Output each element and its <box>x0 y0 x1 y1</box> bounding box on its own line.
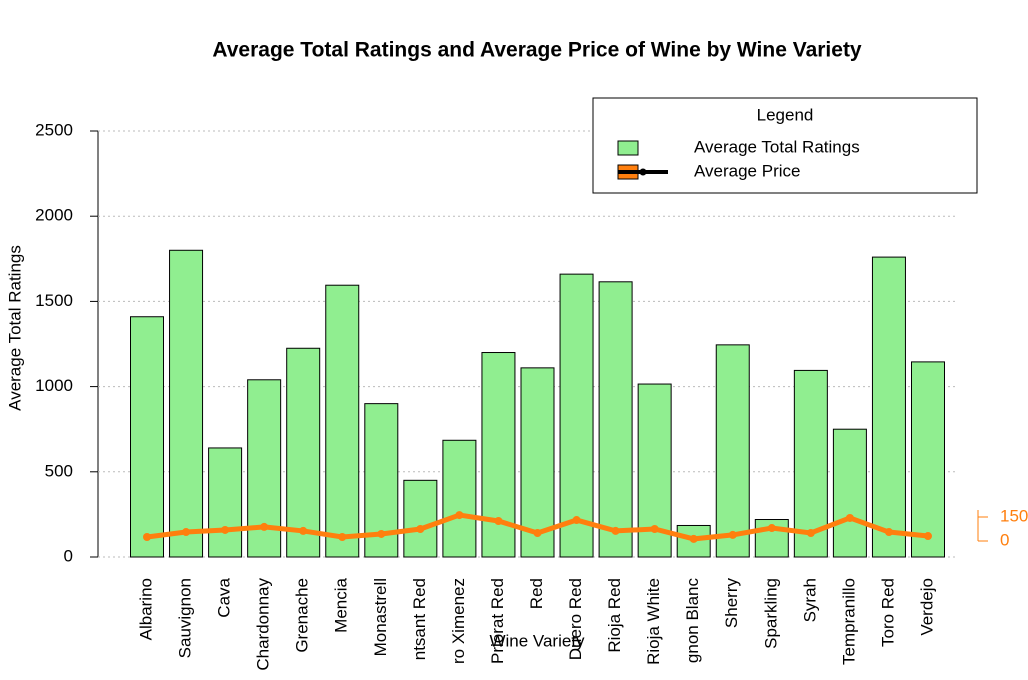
y-tick-label: 2500 <box>35 120 73 139</box>
x-tick-label: Toro Red <box>878 578 897 647</box>
bar <box>169 249 204 558</box>
bar <box>325 284 360 558</box>
x-tick-label: Duero Red <box>566 578 585 660</box>
legend-swatch <box>617 140 639 156</box>
x-tick-label: ro Ximenez <box>449 578 468 664</box>
bar <box>130 316 164 558</box>
bar <box>559 273 594 558</box>
bar <box>286 347 321 558</box>
price-point <box>416 525 425 533</box>
price-point <box>650 525 659 533</box>
bar <box>793 369 828 558</box>
x-tick-label: ntsant Red <box>410 578 429 660</box>
x-tick-label: Priorat Red <box>488 578 507 664</box>
legend-label: Average Total Ratings <box>694 137 860 156</box>
price-point <box>455 511 464 520</box>
legend-point <box>639 168 647 176</box>
x-tick-label: Grenache <box>293 578 312 653</box>
x-tick-label: Rioja White <box>644 578 663 665</box>
x-axis-label: Wine Variety <box>489 631 585 650</box>
x-tick-label: Sparkling <box>761 578 780 649</box>
x-tick-label: Syrah <box>800 578 819 622</box>
x-tick-label: Chardonnay <box>254 578 273 671</box>
x-tick-label: Rioja Red <box>605 578 624 653</box>
x-tick-label: Sherry <box>722 578 741 629</box>
x-tick-label: Monastrell <box>371 578 390 656</box>
bar <box>598 281 633 558</box>
legend-label: Average Price <box>694 161 800 180</box>
bar <box>832 428 867 558</box>
legend-title: Legend <box>757 105 814 124</box>
x-tick-label: Red <box>527 578 546 609</box>
price-point <box>884 528 893 537</box>
price-point <box>182 528 191 537</box>
price-point <box>533 529 542 537</box>
x-tick-label: Verdejo <box>917 578 936 636</box>
legend-box <box>592 97 978 194</box>
chart-title: Average Total Ratings and Average Price … <box>212 39 862 62</box>
x-tick-label: Tempranillo <box>839 578 858 665</box>
price-point <box>728 530 737 539</box>
price-point <box>767 524 776 533</box>
price-point <box>806 529 815 537</box>
price-point <box>572 516 581 525</box>
y-tick-label: 0 <box>64 546 73 565</box>
price-point <box>689 534 698 543</box>
y2-tick-label: 0 <box>1000 530 1009 549</box>
y-tick-label: 500 <box>45 461 73 480</box>
y2-tick-label: 150 <box>1000 506 1028 525</box>
x-tick-label: Cava <box>215 577 234 617</box>
x-tick-label: Sauvignon <box>176 578 195 658</box>
bar <box>754 519 789 558</box>
price-point <box>221 525 230 534</box>
bar <box>676 524 711 558</box>
y-tick-label: 1500 <box>35 291 73 310</box>
price-point <box>299 526 308 535</box>
price-point <box>924 532 932 541</box>
price-point <box>338 533 347 541</box>
price-point <box>377 529 386 538</box>
bar <box>911 361 945 558</box>
bar <box>871 256 906 558</box>
bar <box>403 479 438 558</box>
x-tick-label: gnon Blanc <box>683 578 702 664</box>
y-axis-label: Average Total Ratings <box>5 245 24 411</box>
price-point <box>260 522 269 531</box>
price-point <box>143 533 151 541</box>
bar <box>208 447 243 558</box>
bar <box>520 367 555 558</box>
price-point <box>494 517 503 525</box>
price-point <box>845 513 854 522</box>
y-tick-label: 2000 <box>35 206 73 225</box>
price-point <box>611 526 620 535</box>
x-tick-label: Mencia <box>332 577 351 632</box>
x-tick-label: Albarino <box>136 578 155 640</box>
y-tick-label: 1000 <box>35 376 73 395</box>
bar <box>715 344 750 558</box>
bar <box>442 439 477 558</box>
